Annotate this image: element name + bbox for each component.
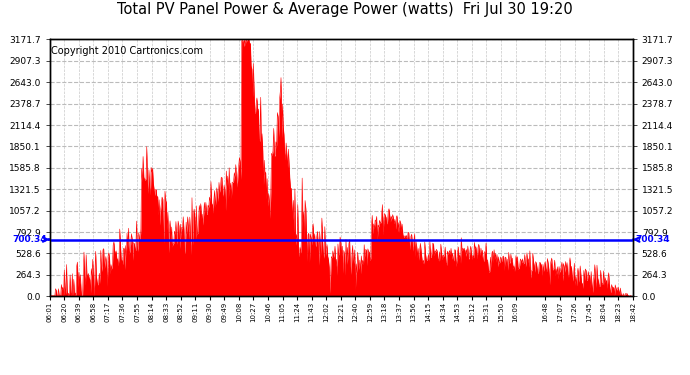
Text: 700.34: 700.34 xyxy=(635,235,670,244)
Text: Total PV Panel Power & Average Power (watts)  Fri Jul 30 19:20: Total PV Panel Power & Average Power (wa… xyxy=(117,2,573,17)
Text: Copyright 2010 Cartronics.com: Copyright 2010 Cartronics.com xyxy=(52,46,204,56)
Text: 700.34: 700.34 xyxy=(12,235,47,244)
